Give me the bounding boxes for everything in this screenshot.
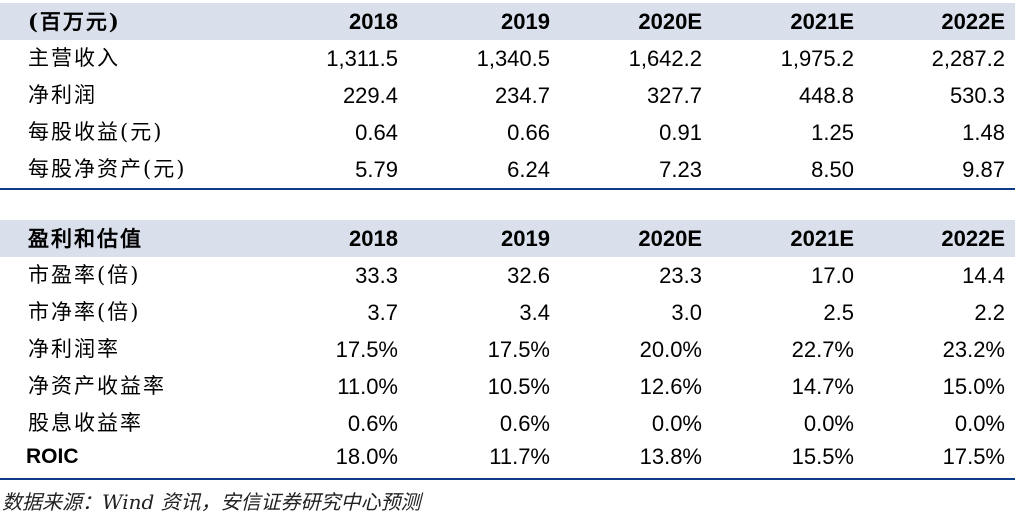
table-cell: 0.0% bbox=[954, 411, 1005, 436]
row-label: 净资产收益率 bbox=[28, 374, 166, 398]
table-row: 每股收益(元) 0.64 0.66 0.91 1.25 1.48 bbox=[0, 114, 1015, 151]
table-cell: 3.4 bbox=[519, 300, 550, 325]
table-cell: 327.7 bbox=[646, 83, 702, 108]
table-row: 净资产收益率 11.0% 10.5% 12.6% 14.7% 15.0% bbox=[0, 368, 1015, 405]
table-cell: 2.2 bbox=[974, 300, 1005, 325]
table-cell: 0.6% bbox=[347, 411, 398, 436]
table-cell: 17.5% bbox=[335, 337, 398, 362]
table-cell: 23.3 bbox=[659, 263, 702, 288]
row-label: 净利润 bbox=[28, 83, 97, 107]
table-cell: 0.0% bbox=[651, 411, 702, 436]
table-cell: 15.5% bbox=[791, 444, 854, 469]
header-year-2022e: 2022E bbox=[941, 9, 1005, 34]
table-cell: 14.7% bbox=[791, 374, 854, 399]
table-cell: 0.6% bbox=[499, 411, 550, 436]
table-cell: 17.0 bbox=[811, 263, 854, 288]
table-cell: 11.7% bbox=[489, 444, 550, 469]
header-unit-label: (百万元) bbox=[28, 9, 121, 34]
header-year-2021e: 2021E bbox=[790, 226, 854, 251]
table-cell: 13.8% bbox=[639, 444, 702, 469]
table-cell: 1.48 bbox=[962, 120, 1005, 145]
table-header-row: 盈利和估值 2018 2019 2020E 2021E 2022E bbox=[0, 220, 1015, 257]
header-year-2020e: 2020E bbox=[638, 9, 702, 34]
table-cell: 22.7% bbox=[791, 337, 854, 362]
table-cell: 0.0% bbox=[803, 411, 854, 436]
table-row: 每股净资产(元) 5.79 6.24 7.23 8.50 9.87 bbox=[0, 151, 1015, 188]
table-header-row: (百万元) 2018 2019 2020E 2021E 2022E bbox=[0, 3, 1015, 40]
table-cell: 1.25 bbox=[811, 120, 854, 145]
table-bottom-rule bbox=[0, 478, 1015, 480]
table-cell: 18.0% bbox=[335, 444, 398, 469]
table-cell: 14.4 bbox=[962, 263, 1005, 288]
row-label: 每股净资产(元) bbox=[28, 157, 187, 181]
table-cell: 1,975.2 bbox=[780, 46, 854, 71]
header-year-2019: 2019 bbox=[501, 226, 550, 251]
row-label: 净利润率 bbox=[28, 337, 120, 361]
table-cell: 5.79 bbox=[355, 157, 398, 182]
table-cell: 3.0 bbox=[671, 300, 702, 325]
table-cell: 32.6 bbox=[507, 263, 550, 288]
table-row: 净利润率 17.5% 17.5% 20.0% 22.7% 23.2% bbox=[0, 331, 1015, 368]
table-cell: 2.5 bbox=[823, 300, 854, 325]
table-row: 股息收益率 0.6% 0.6% 0.0% 0.0% 0.0% bbox=[0, 405, 1015, 442]
row-label: 市净率(倍) bbox=[28, 300, 141, 324]
table-cell: 17.5% bbox=[487, 337, 550, 362]
row-label: 主营收入 bbox=[28, 46, 120, 70]
table-cell: 12.6% bbox=[639, 374, 702, 399]
table-cell: 3.7 bbox=[367, 300, 398, 325]
header-year-2019: 2019 bbox=[501, 9, 550, 34]
row-label: 每股收益(元) bbox=[28, 120, 164, 144]
table-row: 主营收入 1,311.5 1,340.5 1,642.2 1,975.2 2,2… bbox=[0, 40, 1015, 77]
table-cell: 0.91 bbox=[659, 120, 702, 145]
table-cell: 448.8 bbox=[798, 83, 854, 108]
row-label: 市盈率(倍) bbox=[28, 263, 141, 287]
table-cell: 1,340.5 bbox=[476, 46, 550, 71]
table-cell: 23.2% bbox=[942, 337, 1005, 362]
table-cell: 6.24 bbox=[507, 157, 550, 182]
table-cell: 20.0% bbox=[639, 337, 702, 362]
table-cell: 10.5% bbox=[487, 374, 550, 399]
table-cell: 2,287.2 bbox=[931, 46, 1005, 71]
table-cell: 33.3 bbox=[355, 263, 398, 288]
header-year-2021e: 2021E bbox=[790, 9, 854, 34]
table-cell: 234.7 bbox=[494, 83, 550, 108]
table-cell: 0.66 bbox=[507, 120, 550, 145]
table-cell: 530.3 bbox=[949, 83, 1005, 108]
table-divider bbox=[0, 188, 1015, 190]
table-row: 市净率(倍) 3.7 3.4 3.0 2.5 2.2 bbox=[0, 294, 1015, 331]
table-row: 净利润 229.4 234.7 327.7 448.8 530.3 bbox=[0, 77, 1015, 114]
header-year-2018: 2018 bbox=[349, 9, 398, 34]
table-cell: 1,642.2 bbox=[628, 46, 702, 71]
table-cell: 15.0% bbox=[942, 374, 1005, 399]
header-year-2022e: 2022E bbox=[941, 226, 1005, 251]
table-cell: 229.4 bbox=[342, 83, 398, 108]
source-note: 数据来源：Wind 资讯，安信证券研究中心预测 bbox=[2, 490, 421, 514]
table-cell: 0.64 bbox=[355, 120, 398, 145]
table-cell: 11.0% bbox=[337, 374, 398, 399]
header-year-2020e: 2020E bbox=[638, 226, 702, 251]
row-label: 股息收益率 bbox=[28, 411, 143, 435]
table-cell: 7.23 bbox=[659, 157, 702, 182]
header-year-2018: 2018 bbox=[349, 226, 398, 251]
table-row: 市盈率(倍) 33.3 32.6 23.3 17.0 14.4 bbox=[0, 257, 1015, 294]
row-label: ROIC bbox=[26, 445, 79, 468]
header-section-label: 盈利和估值 bbox=[28, 226, 143, 251]
table-row: ROIC 18.0% 11.7% 13.8% 15.5% 17.5% bbox=[0, 438, 1015, 475]
table-cell: 1,311.5 bbox=[326, 46, 398, 71]
table-cell: 8.50 bbox=[811, 157, 854, 182]
table-cell: 9.87 bbox=[962, 157, 1005, 182]
table-cell: 17.5% bbox=[942, 444, 1005, 469]
